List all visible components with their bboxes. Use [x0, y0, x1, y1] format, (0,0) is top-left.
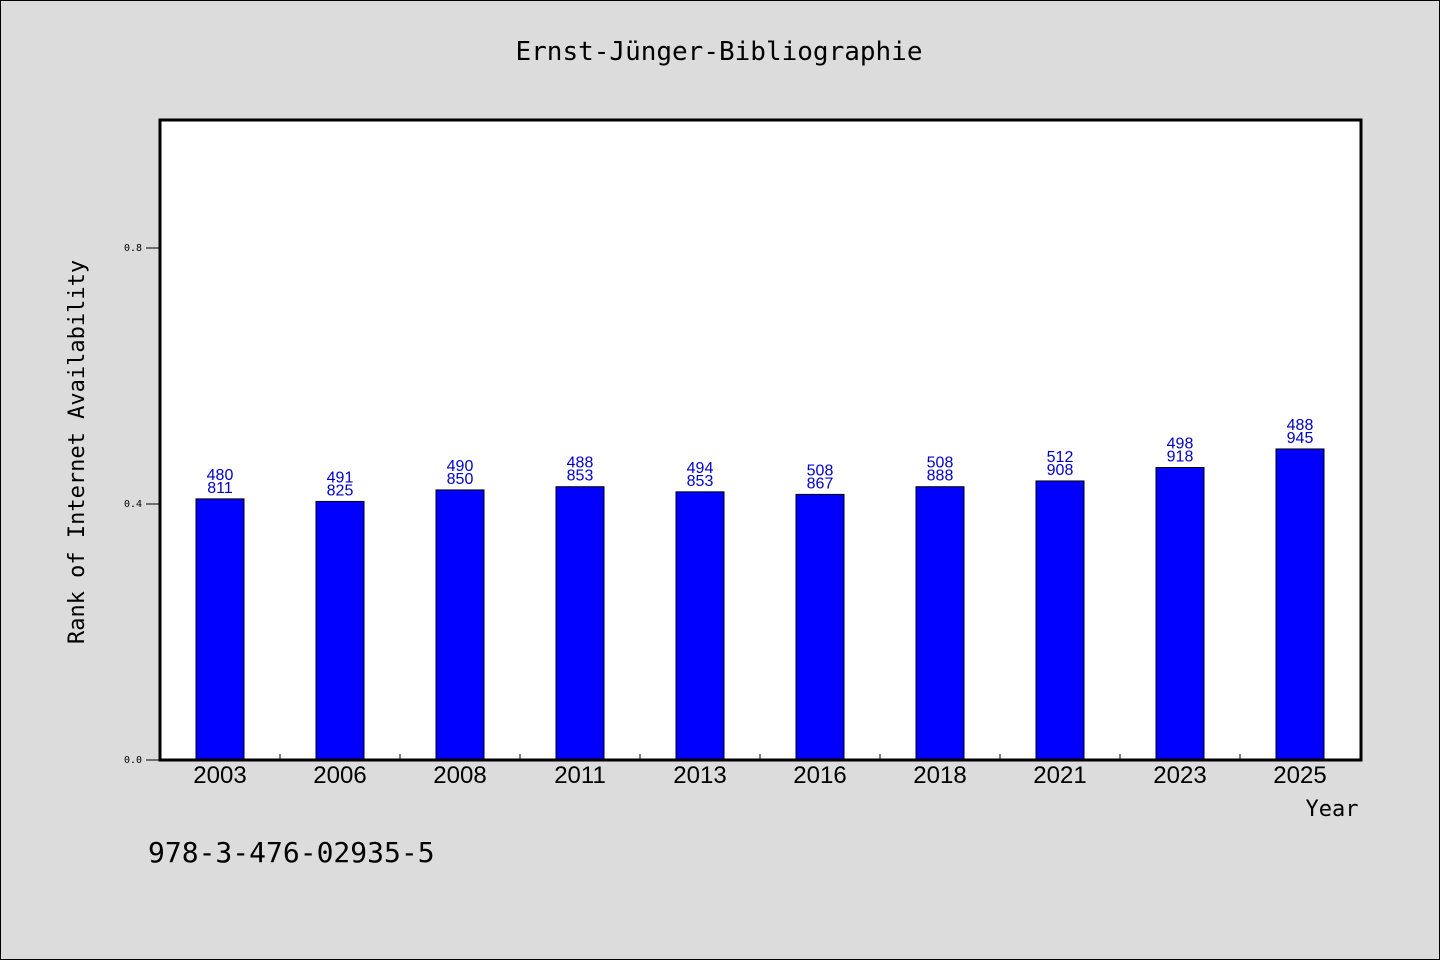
bar-2011 [555, 486, 605, 761]
data-label-2021-1: 512 [1047, 449, 1074, 466]
data-label-2018-2: 888 [927, 468, 954, 485]
bar-2023 [1155, 467, 1205, 761]
data-label-2016-1: 508 [807, 462, 834, 479]
ticks-group: 2003 2006 2008 2011 2013 2016 2018 2021 2023 2025… [124, 243, 1327, 789]
data-label-2008-2: 850 [447, 471, 474, 488]
x-tick-label-2023: 2023 [1153, 762, 1206, 789]
bar-2013 [675, 491, 725, 761]
x-tick-label-2013: 2013 [673, 762, 726, 789]
bar-2018 [915, 486, 965, 761]
y-axis-label: Rank of Internet Availability [65, 260, 90, 644]
x-tick-label-2018: 2018 [913, 762, 966, 789]
chart-title: Ernst-Jünger-Bibliographie [516, 37, 923, 67]
data-label-2023-2: 918 [1167, 449, 1194, 466]
data-label-2013-1: 494 [687, 460, 714, 477]
bar-2006 [315, 500, 365, 761]
data-label-2011-1: 488 [567, 455, 594, 472]
data-label-2008-1: 490 [447, 458, 474, 475]
bar-2021 [1035, 480, 1085, 761]
isbn-text: 978-3-476-02935-5 [148, 836, 435, 869]
data-label-2025-1: 488 [1287, 417, 1314, 434]
data-label-2011-2: 853 [567, 468, 594, 485]
y-tick-label-0.8: 0.8 [124, 243, 142, 254]
data-label-2006-1: 491 [327, 469, 354, 486]
data-label-2023-1: 498 [1167, 436, 1194, 453]
data-label-2021-2: 908 [1047, 462, 1074, 479]
x-tick-label-2016: 2016 [793, 762, 846, 789]
y-tick-label-0.0: 0.0 [124, 755, 142, 766]
data-label-2003-2: 811 [207, 480, 233, 497]
data-label-2006-2: 825 [327, 482, 354, 499]
data-label-2018-1: 508 [927, 455, 954, 472]
data-label-2003-1: 480 [207, 467, 234, 484]
x-axis-label: Year [1306, 797, 1359, 822]
bar-2003 [195, 498, 245, 761]
x-tick-label-2006: 2006 [313, 762, 366, 789]
x-tick-label-2011: 2011 [554, 762, 606, 789]
x-tick-label-2025: 2025 [1273, 762, 1326, 789]
bar-2008 [435, 489, 485, 761]
bar-2025 [1275, 448, 1325, 761]
data-label-2013-2: 853 [687, 473, 714, 490]
y-tick-label-0.4: 0.4 [124, 499, 142, 510]
data-label-2016-2: 867 [807, 475, 834, 492]
x-tick-label-2021: 2021 [1033, 762, 1086, 789]
data-label-2025-2: 945 [1287, 430, 1314, 447]
plot-border [158, 118, 1363, 762]
x-tick-label-2008: 2008 [433, 762, 486, 789]
x-tick-label-2003: 2003 [193, 762, 246, 789]
bar-2016 [795, 493, 845, 761]
